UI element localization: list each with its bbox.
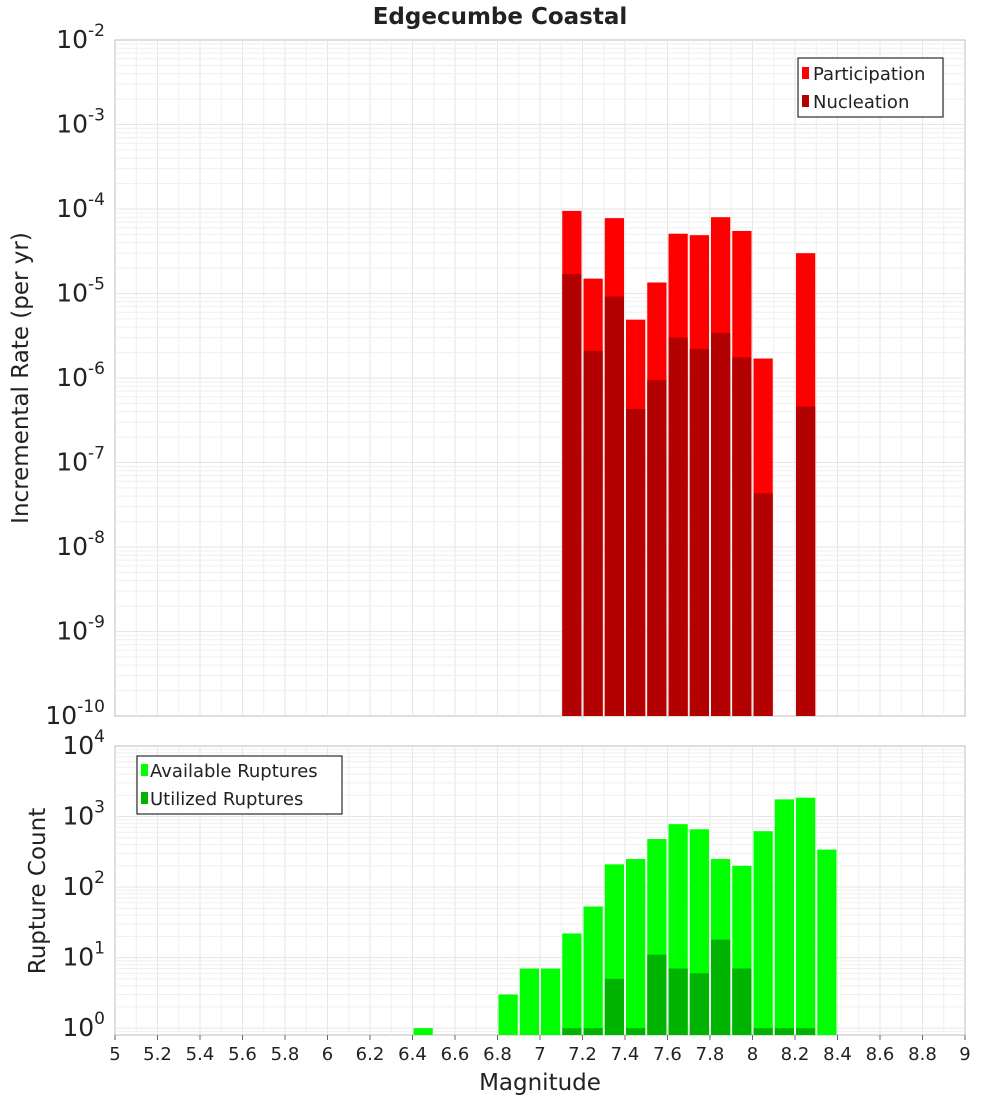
x-tick-label: 8.8 [908,1044,937,1065]
bottom-legend-box [136,755,343,815]
bottom-available-ruptures-bar [413,1028,433,1035]
x-tick-label: 5.4 [186,1044,215,1065]
top-bars [562,210,816,717]
bottom-available-ruptures-bar [498,994,518,1035]
bottom-available-ruptures-bar [562,933,582,1035]
x-tick-label: 6.4 [398,1044,427,1065]
y-tick-label: 10-7 [56,444,105,477]
top-nucleation-bar [689,349,709,716]
top-nucleation-bar [732,357,752,716]
top-plot: 10-10 10-9 10-8 10-7 10-6 10-5 10-4 10-3 10-2 In… [8,21,966,730]
y-tick-label: 104 [62,727,105,760]
x-tick-label: 8.4 [823,1044,852,1065]
x-tick-label: 8.6 [866,1044,895,1065]
y-tick-label: 101 [62,939,105,972]
x-tick-label: 6.2 [356,1044,385,1065]
legend-available-label: Available Ruptures [150,761,318,782]
bottom-utilized-ruptures-bar [732,968,752,1035]
top-grid [115,40,965,716]
top-y-ticks: 10-10 10-9 10-8 10-7 10-6 10-5 10-4 10-3 10-2 [45,21,105,730]
bottom-utilized-ruptures-bar [711,939,731,1035]
bottom-available-ruptures-bar [817,849,837,1035]
x-ticks: 5 5.2 5.4 5.6 5.8 6 6.2 6.4 6.6 6.8 7 7.2 7.4 7.6 7.8 8… [109,1035,971,1065]
bottom-bars [413,797,837,1035]
bottom-y-axis-label: Rupture Count [25,808,51,974]
bottom-utilized-ruptures-bar [583,1028,603,1035]
y-tick-label: 100 [62,1009,105,1042]
bottom-available-ruptures-bar [583,906,603,1035]
bottom-available-ruptures-bar [796,797,816,1035]
y-tick-label: 10-9 [56,613,105,646]
x-tick-label: 5.6 [228,1044,257,1065]
chart-title: Edgecumbe Coastal [373,4,628,30]
top-legend-box [797,57,944,118]
x-tick-label: 6.6 [441,1044,470,1065]
y-tick-label: 10-10 [45,697,105,730]
bottom-legend: Available Ruptures Utilized Ruptures [136,755,343,815]
top-nucleation-bar [668,337,688,716]
y-tick-label: 102 [62,868,105,901]
bottom-y-ticks: 100 101 102 103 104 [62,727,105,1042]
x-tick-label: 7.4 [611,1044,640,1065]
top-nucleation-bar [583,350,603,716]
bottom-utilized-ruptures-bar [753,1028,773,1035]
top-legend: Participation Nucleation [797,57,944,118]
legend-nucleation-label: Nucleation [813,92,909,113]
bottom-utilized-ruptures-bar [647,954,667,1035]
y-tick-label: 10-2 [56,21,105,54]
bottom-available-ruptures-bar [753,831,773,1035]
x-tick-label: 7 [534,1044,545,1065]
x-tick-label: 5 [109,1044,120,1065]
bottom-utilized-ruptures-bar [774,1028,794,1035]
top-nucleation-bar [711,333,731,716]
bottom-utilized-ruptures-bar [689,973,709,1035]
y-tick-label: 10-6 [56,359,105,392]
top-y-axis-label: Incremental Rate (per yr) [8,232,34,524]
x-tick-label: 6 [322,1044,333,1065]
top-nucleation-bar [796,406,816,716]
bottom-available-ruptures-bar [774,799,794,1035]
y-tick-label: 10-5 [56,275,105,308]
x-tick-label: 5.2 [143,1044,172,1065]
legend-participation-swatch [802,67,809,79]
x-tick-label: 8.2 [781,1044,810,1065]
legend-participation-label: Participation [813,64,925,85]
x-tick-label: 7.6 [653,1044,682,1065]
legend-available-swatch [141,764,148,776]
top-nucleation-bar [562,274,582,716]
y-tick-label: 10-3 [56,106,105,139]
legend-nucleation-swatch [802,95,809,107]
y-tick-label: 103 [62,798,105,831]
x-tick-label: 6.8 [483,1044,512,1065]
bottom-utilized-ruptures-bar [604,978,624,1035]
legend-utilized-swatch [141,792,148,804]
x-tick-label: 8 [747,1044,758,1065]
bottom-utilized-ruptures-bar [796,1028,816,1035]
x-tick-label: 7.2 [568,1044,597,1065]
bottom-utilized-ruptures-bar [562,1028,582,1035]
bottom-utilized-ruptures-bar [668,968,688,1035]
x-axis-label: Magnitude [479,1070,601,1096]
y-tick-label: 10-4 [56,190,105,223]
bottom-available-ruptures-bar [541,968,561,1035]
bottom-plot: 100 101 102 103 104 5 5.2 5.4 5.6 5.8 6 6.2 6.4 6.6 6… [25,727,971,1096]
x-tick-label: 9 [959,1044,970,1065]
x-tick-label: 7.8 [696,1044,725,1065]
bottom-available-ruptures-bar [519,968,539,1035]
bottom-available-ruptures-bar [626,859,646,1035]
top-nucleation-bar [604,296,624,716]
y-tick-label: 10-8 [56,528,105,561]
top-nucleation-bar [647,379,667,716]
x-tick-label: 5.8 [271,1044,300,1065]
top-nucleation-bar [753,493,773,716]
bottom-utilized-ruptures-bar [626,1028,646,1035]
legend-utilized-label: Utilized Ruptures [150,789,303,810]
top-nucleation-bar [626,408,646,716]
